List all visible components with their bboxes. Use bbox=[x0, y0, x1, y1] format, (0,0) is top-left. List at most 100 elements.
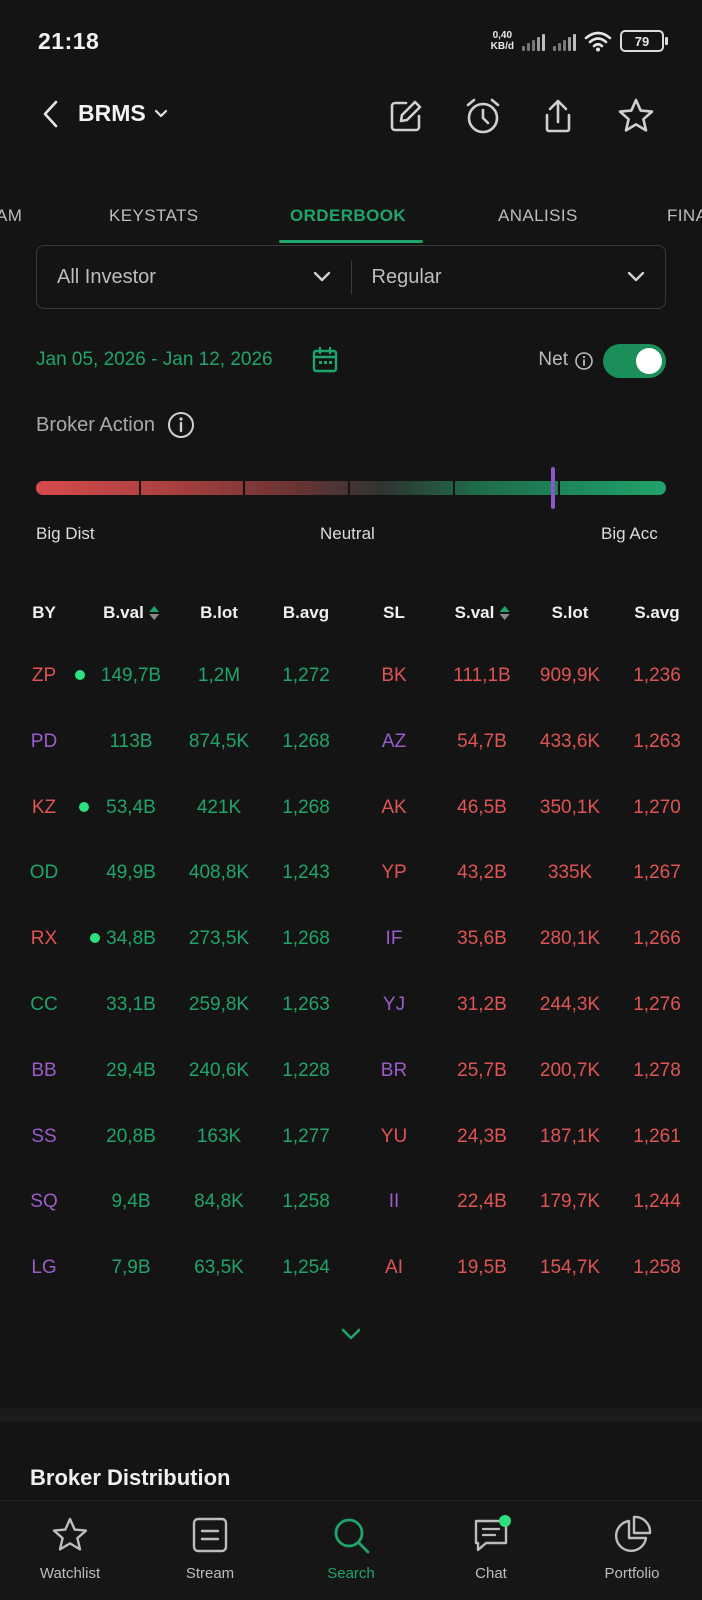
calendar-icon[interactable] bbox=[312, 346, 338, 374]
date-range[interactable]: Jan 05, 2026 - Jan 12, 2026 bbox=[36, 349, 273, 370]
sell-lot: 187,1K bbox=[539, 1125, 601, 1147]
orderbook-table-header: BY B.val B.lot B.avg SL S.val S.lot S.av… bbox=[0, 600, 702, 626]
sell-lot: 154,7K bbox=[539, 1257, 601, 1279]
header-sval[interactable]: S.val bbox=[455, 603, 510, 623]
market-dropdown[interactable]: Regular bbox=[352, 246, 666, 308]
header-bval[interactable]: B.val bbox=[103, 603, 159, 623]
net-toggle[interactable] bbox=[603, 344, 666, 378]
tab-orderbook[interactable]: ORDERBOOK bbox=[290, 206, 406, 225]
buyer-broker[interactable]: SS bbox=[31, 1125, 57, 1147]
edit-button[interactable] bbox=[384, 94, 428, 138]
network-speed-value: 0,40 bbox=[492, 30, 513, 41]
buyer-broker[interactable]: RX bbox=[30, 928, 58, 950]
table-row[interactable]: PD 113B 874,5K 1,268 AZ 54,7B 433,6K 1,263 bbox=[0, 721, 702, 761]
network-speed: 0,40 KB/d bbox=[491, 30, 514, 52]
buy-average: 1,243 bbox=[282, 862, 330, 884]
buy-value: 20,8B bbox=[106, 1125, 156, 1147]
buy-average: 1,268 bbox=[282, 796, 330, 818]
gauge-segment-divider bbox=[558, 481, 560, 495]
nav-label: Chat bbox=[475, 1565, 507, 1582]
nav-chat[interactable]: Chat bbox=[431, 1513, 551, 1582]
table-row[interactable]: SS 20,8B 163K 1,277 YU 24,3B 187,1K 1,261 bbox=[0, 1116, 702, 1156]
signal-icon bbox=[522, 31, 545, 51]
nav-stream[interactable]: Stream bbox=[150, 1513, 270, 1582]
sort-icon bbox=[148, 606, 159, 620]
header-bavg: B.avg bbox=[282, 603, 330, 622]
active-broker-dot bbox=[79, 801, 89, 812]
notification-dot bbox=[499, 1515, 511, 1527]
broker-distribution-title: Broker Distribution bbox=[30, 1465, 231, 1490]
chevron-down-icon[interactable] bbox=[339, 1324, 363, 1344]
buyer-broker[interactable]: CC bbox=[30, 994, 58, 1015]
sell-average: 1,263 bbox=[633, 730, 681, 752]
seller-broker[interactable]: YU bbox=[380, 1125, 408, 1147]
buy-lot: 1,2M bbox=[197, 665, 241, 686]
sell-value: 43,2B bbox=[457, 862, 507, 884]
ticker-selector[interactable]: BRMS bbox=[78, 100, 168, 127]
table-row[interactable]: KZ 53,4B 421K 1,268 AK 46,5B 350,1K 1,270 bbox=[0, 787, 702, 827]
buyer-broker[interactable]: LG bbox=[31, 1257, 57, 1279]
table-row[interactable]: ZP 149,7B 1,2M 1,272 BK 111,1B 909,9K 1,236 bbox=[0, 655, 702, 695]
buy-value: 9,4B bbox=[111, 1191, 151, 1213]
seller-broker[interactable]: IF bbox=[385, 928, 403, 950]
sell-value: 31,2B bbox=[457, 994, 507, 1015]
tab-am[interactable]: AM bbox=[0, 206, 23, 225]
sell-value: 24,3B bbox=[457, 1125, 507, 1147]
table-row[interactable]: LG 7,9B 63,5K 1,254 AI 19,5B 154,7K 1,258 bbox=[0, 1247, 702, 1287]
net-label: Net bbox=[538, 349, 568, 370]
share-button[interactable] bbox=[536, 94, 580, 138]
table-row[interactable]: RX 34,8B 273,5K 1,268 IF 35,6B 280,1K 1,266 bbox=[0, 918, 702, 958]
tab-fina[interactable]: FINA bbox=[667, 206, 702, 225]
buy-value: 49,9B bbox=[106, 862, 156, 884]
buyer-broker[interactable]: SQ bbox=[30, 1191, 58, 1213]
favorite-button[interactable] bbox=[614, 94, 658, 138]
seller-broker[interactable]: BK bbox=[381, 665, 407, 686]
tab-keystats[interactable]: KEYSTATS bbox=[109, 206, 199, 225]
sell-average: 1,261 bbox=[633, 1125, 681, 1147]
table-row[interactable]: CC 33,1B 259,8K 1,263 YJ 31,2B 244,3K 1,276 bbox=[0, 984, 702, 1024]
active-broker-dot bbox=[75, 670, 85, 680]
seller-broker[interactable]: BR bbox=[380, 1059, 408, 1081]
info-icon[interactable] bbox=[574, 351, 594, 371]
status-time: 21:18 bbox=[38, 28, 100, 54]
sell-lot: 280,1K bbox=[539, 928, 601, 950]
seller-broker[interactable]: YP bbox=[381, 862, 407, 884]
seller-broker[interactable]: AK bbox=[381, 796, 407, 818]
table-row[interactable]: BB 29,4B 240,6K 1,228 BR 25,7B 200,7K 1,278 bbox=[0, 1050, 702, 1090]
seller-broker[interactable]: II bbox=[388, 1191, 400, 1213]
chevron-down-icon bbox=[627, 271, 645, 282]
buyer-broker[interactable]: BB bbox=[31, 1059, 57, 1081]
ticker-symbol: BRMS bbox=[78, 100, 146, 126]
seller-broker[interactable]: AZ bbox=[381, 730, 407, 752]
seller-broker[interactable]: YJ bbox=[382, 994, 406, 1015]
filter-divider bbox=[350, 260, 352, 294]
back-button[interactable] bbox=[36, 94, 66, 134]
sell-lot: 179,7K bbox=[539, 1191, 601, 1213]
alarm-button[interactable] bbox=[461, 94, 505, 138]
buyer-broker[interactable]: PD bbox=[30, 730, 58, 752]
sell-lot: 200,7K bbox=[539, 1059, 601, 1081]
table-row[interactable]: SQ 9,4B 84,8K 1,258 II 22,4B 179,7K 1,244 bbox=[0, 1181, 702, 1221]
active-broker-dot bbox=[90, 933, 100, 944]
info-icon[interactable] bbox=[167, 411, 195, 439]
table-row[interactable]: OD 49,9B 408,8K 1,243 YP 43,2B 335K 1,267 bbox=[0, 852, 702, 892]
toggle-knob bbox=[636, 348, 662, 374]
edit-icon bbox=[390, 100, 422, 132]
nav-portfolio[interactable]: Portfolio bbox=[572, 1513, 692, 1582]
investor-dropdown[interactable]: All Investor bbox=[37, 246, 351, 308]
buy-average: 1,228 bbox=[282, 1059, 330, 1081]
buyer-broker[interactable]: ZP bbox=[31, 665, 57, 686]
battery-icon: 79 bbox=[620, 30, 668, 52]
seller-broker[interactable]: AI bbox=[385, 1257, 403, 1279]
tab-analisis[interactable]: ANALISIS bbox=[498, 206, 578, 225]
buy-average: 1,254 bbox=[282, 1257, 330, 1279]
nav-watchlist[interactable]: Watchlist bbox=[10, 1513, 130, 1582]
nav-label: Watchlist bbox=[39, 1565, 101, 1582]
buyer-broker[interactable]: KZ bbox=[31, 796, 57, 818]
section-divider bbox=[0, 1408, 702, 1422]
nav-search[interactable]: Search bbox=[291, 1513, 411, 1582]
sort-icon bbox=[499, 606, 510, 620]
sell-average: 1,278 bbox=[633, 1059, 681, 1081]
buyer-broker[interactable]: OD bbox=[29, 862, 59, 884]
sell-average: 1,267 bbox=[633, 862, 681, 884]
